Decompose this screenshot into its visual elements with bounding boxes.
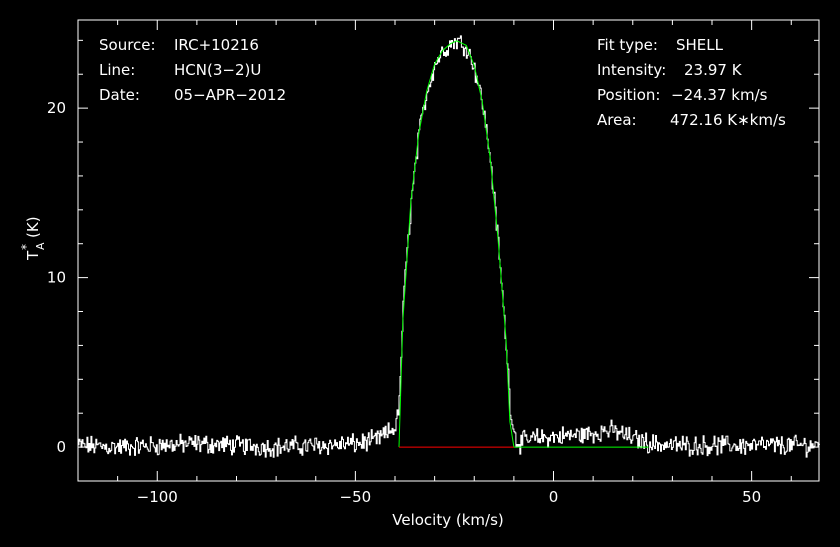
y-axis-label-unit: (K) [24, 216, 42, 238]
info-block-left: Source: IRC+10216 Line: HCN(3−2)U Date: … [99, 36, 286, 104]
x-tick-label: 0 [549, 488, 559, 506]
y-axis-label-main: T [24, 250, 42, 261]
y-tick-label: 10 [47, 269, 66, 287]
y-tick-label: 0 [56, 438, 66, 456]
info-position-key: Position: [597, 86, 660, 104]
info-block-right: Fit type: SHELL Intensity: 23.97 K Posit… [597, 36, 786, 129]
info-position-value: −24.37 km/s [671, 86, 768, 104]
x-tick-label: 50 [742, 488, 761, 506]
info-line-key: Line: [99, 61, 135, 79]
info-intensity-key: Intensity: [597, 61, 666, 79]
info-fittype-key: Fit type: [597, 36, 658, 54]
x-tick-label: −50 [340, 488, 372, 506]
info-source-value: IRC+10216 [174, 36, 259, 54]
info-area-value: 472.16 K∗km/s [670, 111, 786, 129]
y-axis-label-superscript: * [19, 244, 33, 250]
y-axis-label: T * A (K) [19, 216, 47, 261]
x-tick-label: −100 [137, 488, 178, 506]
plot-frame [77, 19, 820, 482]
info-fittype-value: SHELL [676, 36, 724, 54]
y-axis-label-subscript: A [34, 242, 47, 250]
info-area-key: Area: [597, 111, 637, 129]
info-intensity-value: 23.97 K [684, 61, 743, 79]
info-source-key: Source: [99, 36, 156, 54]
observed-spectrum-line [78, 35, 820, 458]
shell-fit-line [398, 40, 649, 448]
info-date-key: Date: [99, 86, 140, 104]
x-axis-label: Velocity (km/s) [392, 511, 503, 529]
info-line-value: HCN(3−2)U [174, 61, 261, 79]
axis-tick-labels: −100 −50 0 50 0 10 20 [47, 99, 761, 506]
info-date-value: 05−APR−2012 [174, 86, 286, 104]
y-tick-label: 20 [47, 99, 66, 117]
axis-ticks [77, 20, 819, 481]
